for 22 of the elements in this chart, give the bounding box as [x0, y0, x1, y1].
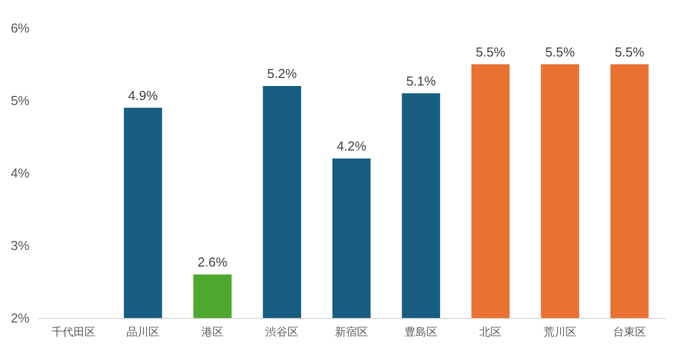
- x-tick-label: 豊島区: [404, 326, 438, 338]
- x-tick-label: 台東区: [613, 326, 646, 338]
- y-tick-label: 4%: [10, 166, 30, 180]
- y-tick-label: 5%: [10, 93, 30, 108]
- y-tick-label: 6%: [10, 20, 30, 36]
- data-label: 5.5%: [614, 44, 645, 60]
- x-tick-label: 新宿区: [335, 326, 368, 338]
- x-tick-label: 千代田区: [51, 326, 96, 338]
- x-tick-label: 渋谷区: [265, 326, 298, 338]
- x-tick-label: 荒川区: [544, 326, 577, 338]
- data-label: 2.6%: [198, 254, 228, 270]
- x-tick-label: 品川区: [126, 326, 160, 338]
- data-label: 4.2%: [336, 138, 367, 154]
- data-label: 4.9%: [128, 88, 158, 103]
- x-tick-label: 北区: [480, 326, 502, 338]
- x-tick-label: 港区: [201, 326, 224, 338]
- data-label: 5.2%: [267, 66, 298, 81]
- data-label: 5.1%: [406, 73, 436, 88]
- y-tick-label: 2%: [10, 310, 30, 326]
- data-label: 5.5%: [545, 44, 576, 60]
- y-tick-label: 3%: [10, 238, 30, 253]
- data-label: 5.5%: [476, 44, 506, 60]
